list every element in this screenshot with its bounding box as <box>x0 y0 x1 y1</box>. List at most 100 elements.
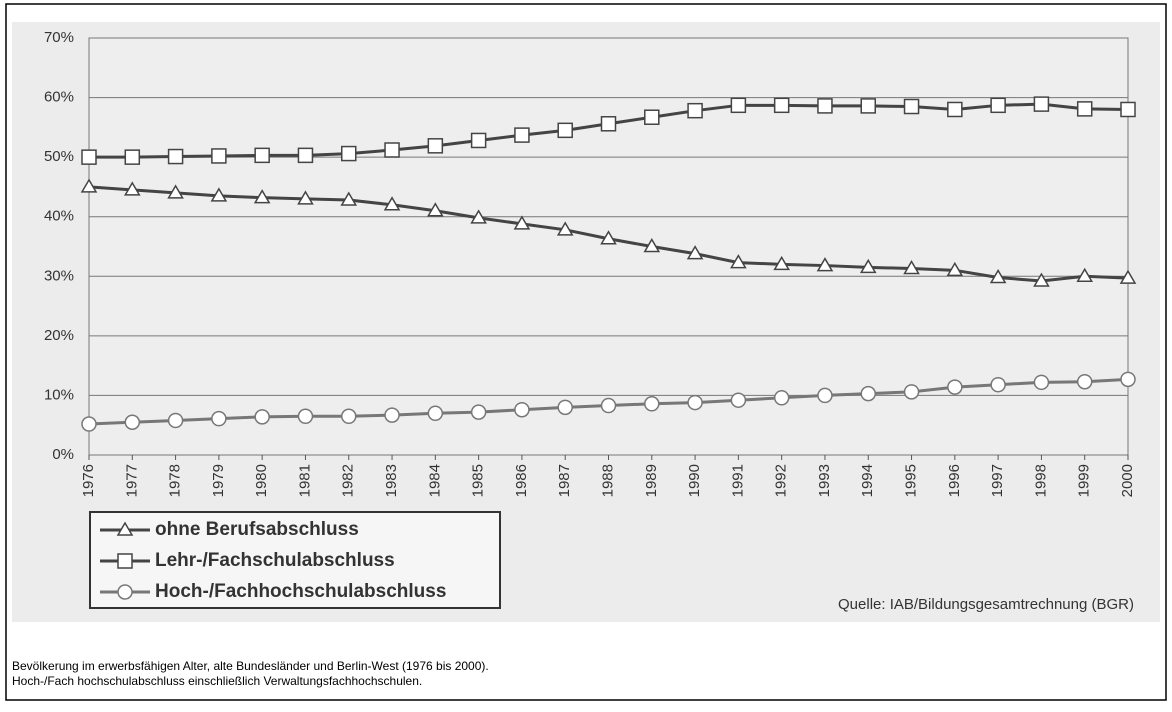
note: Bevölkerung im erwerbsfähigen Alter, alt… <box>12 659 489 673</box>
marker <box>427 202 444 217</box>
x-tick-label: 1991 <box>729 464 746 497</box>
x-tick-label: 1990 <box>686 464 703 497</box>
x-tick-label: 1988 <box>599 464 616 497</box>
y-tick-label: 50% <box>44 148 74 165</box>
y-tick-label: 20% <box>44 327 74 344</box>
marker <box>859 258 877 274</box>
marker <box>297 190 314 205</box>
x-tick-label: 1986 <box>513 464 530 497</box>
x-tick-label: 1985 <box>470 464 487 497</box>
marker <box>124 414 141 430</box>
x-tick-label: 2000 <box>1119 464 1136 497</box>
marker <box>1033 96 1050 112</box>
marker <box>297 147 314 164</box>
marker <box>773 255 790 271</box>
marker <box>341 408 357 425</box>
x-tick-label: 1996 <box>946 464 963 497</box>
marker <box>946 261 964 277</box>
marker <box>341 145 357 162</box>
legend-label: ohne Berufsabschluss <box>155 519 359 540</box>
marker <box>989 268 1007 284</box>
y-tick-label: 70% <box>44 29 74 46</box>
marker <box>990 376 1006 393</box>
x-tick-label: 1987 <box>556 464 573 497</box>
marker <box>124 149 141 165</box>
marker <box>167 412 184 429</box>
marker <box>687 394 703 411</box>
legend-label: Hoch-/Fachhochschulabschluss <box>155 581 446 602</box>
marker <box>81 416 97 432</box>
x-tick-label: 1989 <box>643 464 660 497</box>
y-tick-label: 30% <box>44 267 74 284</box>
marker <box>1033 272 1050 287</box>
x-tick-label: 1995 <box>903 464 920 497</box>
marker <box>686 245 704 260</box>
marker <box>384 407 400 423</box>
legend-marker <box>117 553 133 569</box>
marker <box>1120 371 1136 388</box>
marker <box>687 102 703 119</box>
marker <box>80 178 98 193</box>
marker <box>816 257 834 272</box>
y-tick-label: 0% <box>52 446 74 463</box>
marker <box>773 97 790 114</box>
marker <box>81 149 97 165</box>
marker <box>254 409 270 425</box>
marker <box>427 138 444 154</box>
y-tick-label: 10% <box>44 386 74 403</box>
x-tick-label: 1976 <box>80 464 97 497</box>
marker <box>253 189 271 204</box>
marker <box>470 404 487 420</box>
marker <box>340 191 358 206</box>
x-tick-label: 1978 <box>167 464 184 497</box>
marker <box>384 142 400 158</box>
x-tick-label: 1994 <box>859 464 876 497</box>
marker <box>556 221 574 236</box>
x-tick-label: 1981 <box>296 464 313 497</box>
marker <box>514 127 530 143</box>
x-tick-label: 1984 <box>426 464 443 497</box>
marker <box>557 399 573 416</box>
marker <box>1119 269 1137 284</box>
marker <box>903 384 920 400</box>
legend-marker <box>117 584 133 600</box>
legend-box <box>89 511 501 609</box>
marker <box>1076 267 1094 283</box>
x-tick-label: 1983 <box>383 464 400 497</box>
marker <box>817 387 833 404</box>
x-tick-label: 1992 <box>773 464 790 497</box>
x-tick-label: 1997 <box>989 464 1006 497</box>
marker <box>297 408 314 425</box>
marker <box>557 122 573 139</box>
marker <box>1033 374 1050 391</box>
marker <box>600 230 617 245</box>
marker <box>383 196 401 211</box>
marker <box>860 98 876 114</box>
x-tick-label: 1999 <box>1076 464 1093 497</box>
legend-marker <box>116 521 134 536</box>
marker <box>514 401 530 418</box>
marker <box>643 238 661 253</box>
y-tick-label: 40% <box>44 208 74 225</box>
plot-area <box>88 37 1129 456</box>
x-tick-label: 1998 <box>1032 464 1049 497</box>
marker <box>513 215 531 230</box>
marker <box>211 410 227 427</box>
x-tick-label: 1993 <box>816 464 833 497</box>
x-tick-label: 1982 <box>340 464 357 497</box>
source: Quelle: IAB/Bildungsgesamtrechnung (BGR) <box>838 596 1134 613</box>
marker <box>730 392 747 408</box>
marker <box>470 209 487 224</box>
note: Hoch-/Fach hochschulabschluss einschließ… <box>12 674 422 688</box>
marker <box>1076 101 1093 117</box>
marker <box>644 109 660 125</box>
x-tick-label: 1980 <box>253 464 270 497</box>
marker <box>167 184 184 199</box>
marker <box>600 116 617 132</box>
marker <box>123 181 141 196</box>
x-tick-label: 1979 <box>210 464 227 497</box>
marker <box>773 390 790 406</box>
marker <box>947 101 963 118</box>
